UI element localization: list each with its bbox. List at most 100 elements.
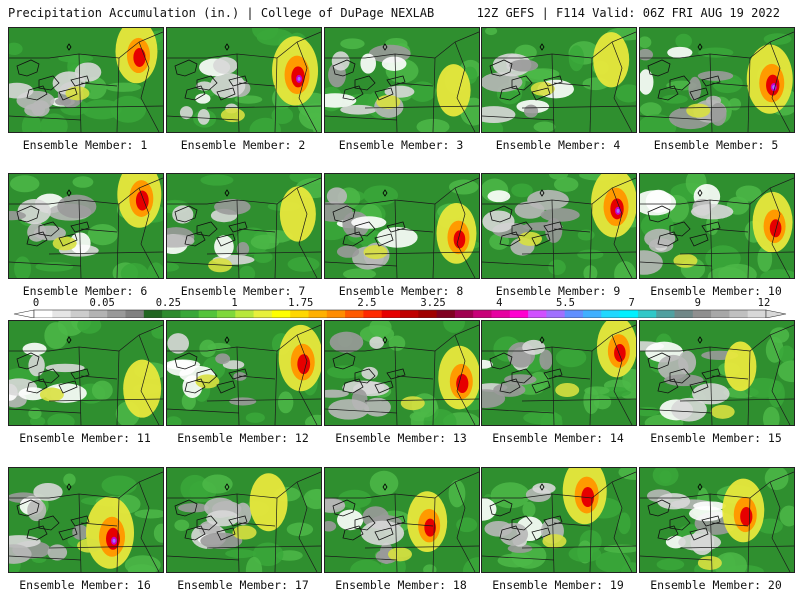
colorbar-segment [454, 310, 474, 318]
colorbar-segment [528, 310, 547, 318]
colorbar-segment [143, 310, 163, 318]
colorbar-segment [619, 310, 639, 318]
colorbar-segment [253, 310, 273, 318]
ensemble-map-panel [8, 320, 164, 426]
precip-map [482, 174, 636, 278]
precip-map [325, 321, 479, 425]
colorbar-segment [491, 310, 511, 318]
ensemble-member-label: Ensemble Member: 20 [650, 578, 782, 592]
precip-map [325, 174, 479, 278]
ensemble-member-label: Ensemble Member: 13 [335, 431, 467, 445]
precip-map [9, 468, 163, 572]
ensemble-member-label: Ensemble Member: 6 [22, 284, 148, 298]
ensemble-member-label: Ensemble Member: 2 [180, 138, 306, 152]
colorbar-segment [583, 310, 602, 318]
ensemble-map-panel [8, 467, 164, 573]
ensemble-map-panel [166, 173, 322, 279]
precip-map [9, 321, 163, 425]
ensemble-map-panel [639, 320, 795, 426]
precip-map [325, 28, 479, 132]
colorbar-tick-label: 0.05 [89, 297, 115, 309]
colorbar-segment [656, 310, 675, 318]
ensemble-map-panel [8, 27, 164, 133]
colorbar-segment [70, 310, 90, 318]
colorbar-segment [546, 310, 566, 318]
colorbar-tick-label: 5.5 [555, 297, 575, 309]
ensemble-map-panel [324, 320, 480, 426]
ensemble-map-panel [481, 467, 637, 573]
colorbar-segment [217, 310, 236, 318]
colorbar-tick-label: 7 [628, 297, 635, 309]
ensemble-member-label: Ensemble Member: 11 [19, 431, 151, 445]
ensemble-map-panel [166, 320, 322, 426]
precip-map [640, 321, 794, 425]
colorbar-segment [107, 310, 126, 318]
precip-map [9, 174, 163, 278]
colorbar-segment [198, 310, 218, 318]
colorbar-svg [13, 309, 787, 318]
precip-map [167, 28, 321, 132]
ensemble-map-panel [639, 467, 795, 573]
precip-map [9, 28, 163, 132]
ensemble-map-panel [481, 27, 637, 133]
colorbar-tick-label: 1.75 [288, 297, 314, 309]
colorbar-segment [290, 310, 309, 318]
colorbar-segment [692, 310, 712, 318]
colorbar-segment [436, 310, 456, 318]
precip-map [325, 468, 479, 572]
colorbar-segment [162, 310, 181, 318]
colorbar-segment [637, 310, 657, 318]
precip-map [482, 28, 636, 132]
colorbar-tick-label: 9 [694, 297, 701, 309]
model-run-info: 12Z GEFS | F114 Valid: 06Z FRI AUG 19 20… [476, 6, 780, 20]
colorbar-segment [747, 310, 767, 318]
ensemble-member-label: Ensemble Member: 12 [177, 431, 309, 445]
ensemble-map-panel [481, 320, 637, 426]
colorbar-tick-label: 0.25 [155, 297, 182, 309]
ensemble-map-panel [324, 27, 480, 133]
colorbar-segment [88, 310, 108, 318]
header: Precipitation Accumulation (in.) | Colle… [0, 0, 800, 26]
precipitation-colorbar [0, 296, 800, 318]
precip-map [640, 468, 794, 572]
colorbar-segment [418, 310, 438, 318]
colorbar-segment [235, 310, 255, 318]
ensemble-member-label: Ensemble Member: 16 [19, 578, 151, 592]
ensemble-map-panel [324, 467, 480, 573]
colorbar-segment [601, 310, 621, 318]
colorbar-segment [52, 310, 72, 318]
colorbar-segment [271, 310, 291, 318]
colorbar-tick-label: 0 [32, 297, 40, 309]
map-title: Precipitation Accumulation (in.) | Colle… [8, 6, 435, 20]
ensemble-map-panel [8, 173, 164, 279]
colorbar-tick-label: 2.5 [357, 297, 377, 309]
precip-map [640, 28, 794, 132]
ensemble-member-label: Ensemble Member: 9 [495, 284, 621, 298]
ensemble-map-panel [481, 173, 637, 279]
colorbar-segment [308, 310, 328, 318]
ensemble-map-panel [324, 173, 480, 279]
precip-map [167, 468, 321, 572]
ensemble-member-label: Ensemble Member: 15 [650, 431, 782, 445]
ensemble-member-label: Ensemble Member: 8 [338, 284, 464, 298]
colorbar-segment [564, 310, 584, 318]
colorbar-segment [180, 310, 200, 318]
ensemble-map-panel [166, 27, 322, 133]
ensemble-member-label: Ensemble Member: 7 [180, 284, 306, 298]
ensemble-member-label: Ensemble Member: 19 [492, 578, 624, 592]
ensemble-member-label: Ensemble Member: 10 [650, 284, 782, 298]
colorbar-segment [34, 310, 53, 318]
colorbar-segment [509, 310, 529, 318]
colorbar-tick-label: 3.25 [420, 297, 446, 309]
colorbar-segment [729, 310, 749, 318]
colorbar-tick-label: 1 [231, 297, 238, 309]
colorbar-segment [125, 310, 145, 318]
colorbar-segment [473, 310, 492, 318]
precip-map [482, 468, 636, 572]
ensemble-map-panel [166, 467, 322, 573]
ensemble-map-panel [639, 27, 795, 133]
precip-map [167, 174, 321, 278]
colorbar-segment [381, 310, 401, 318]
precip-map [167, 321, 321, 425]
colorbar-segment [400, 310, 419, 318]
